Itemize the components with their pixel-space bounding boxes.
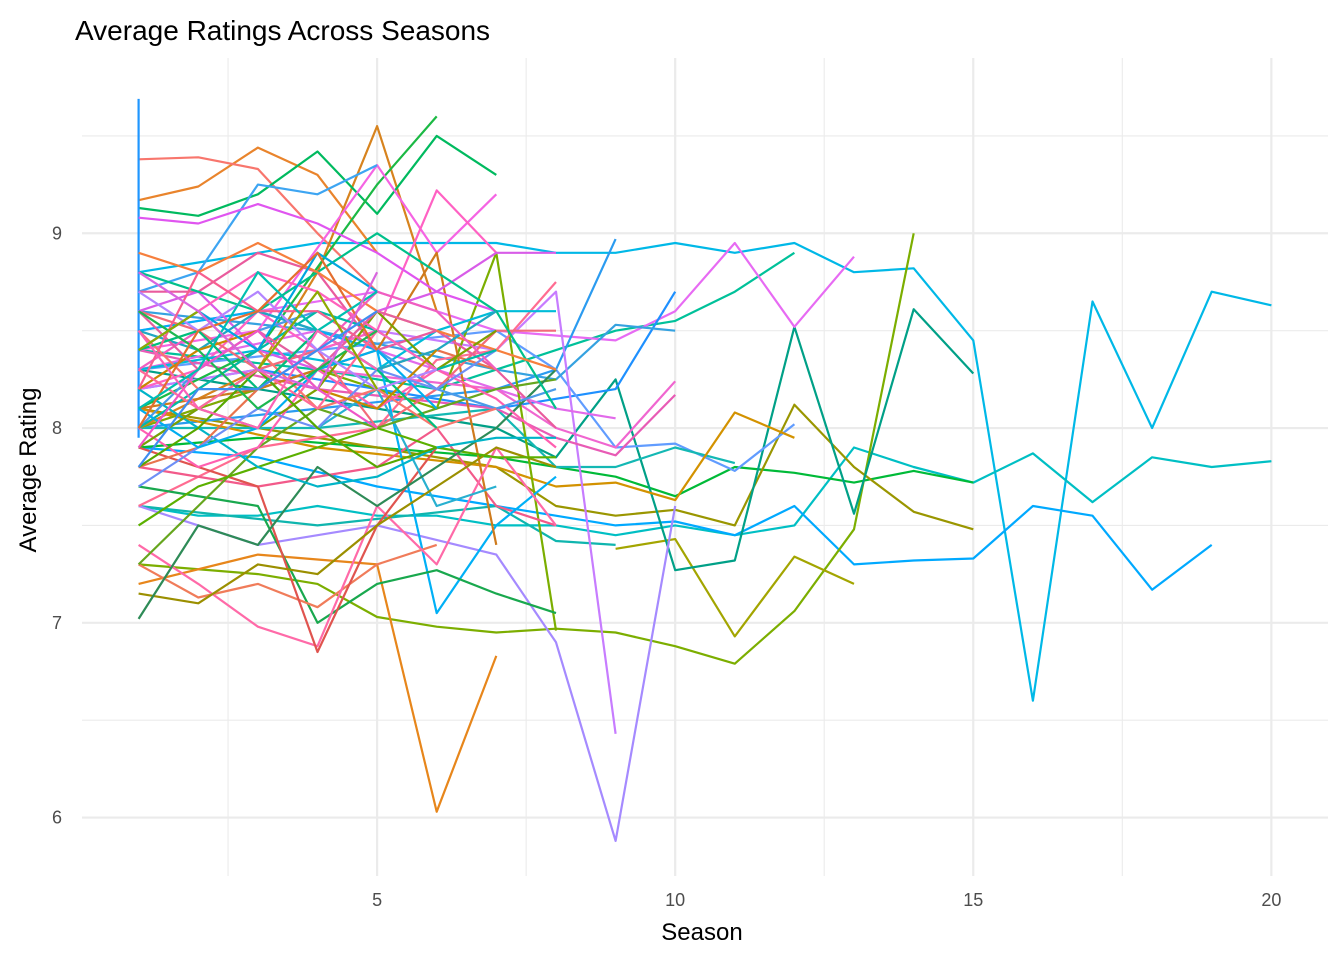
series-line [138,403,974,531]
series-line [138,156,378,293]
y-tick-label: 9 [52,223,62,243]
x-axis-title: Season [661,919,742,946]
series-lines [137,98,1272,843]
series-line [138,446,1272,537]
series-line [137,329,378,449]
series-line [138,446,438,654]
series-line [138,543,438,609]
y-tick-label: 7 [52,613,62,633]
series-line [138,310,557,615]
series-line [138,310,676,381]
series-line [137,378,557,566]
series-line [138,281,557,507]
x-tick-label: 10 [665,890,685,910]
series-line [137,290,438,391]
series-line [137,271,379,391]
series-line [137,368,438,469]
series-line [138,203,497,313]
series-line [138,485,557,624]
series-line [137,310,438,371]
x-tick-label: 15 [963,890,983,910]
series-line [137,446,557,648]
x-tick-label: 5 [372,890,382,910]
series-line [137,368,557,469]
series-line [138,164,378,293]
x-tick-label: 20 [1261,890,1281,910]
series-line [138,504,677,843]
series-line [138,446,1213,591]
series-line [137,368,557,620]
series-line [137,310,378,410]
series-line [138,146,378,254]
series-line [138,407,795,502]
series-line [137,329,378,430]
chart-title: Average Ratings Across Seasons [75,15,490,46]
y-tick-label: 8 [52,418,62,438]
series-line [138,241,557,371]
series-line [138,436,974,498]
y-tick-label: 6 [52,808,62,828]
series-line [137,388,556,488]
series-line [138,232,557,410]
tick-labels: 5 10 15 20 6 7 8 9 [52,223,1281,910]
grid [82,58,1328,876]
series-line [137,310,378,468]
series-line [137,251,379,429]
series-line [138,329,796,472]
series-line [138,446,557,605]
series-line [615,537,855,638]
series-line [137,426,556,527]
series-line [138,115,438,410]
series-line [138,134,497,217]
y-axis-title: Average Rating [15,388,42,553]
